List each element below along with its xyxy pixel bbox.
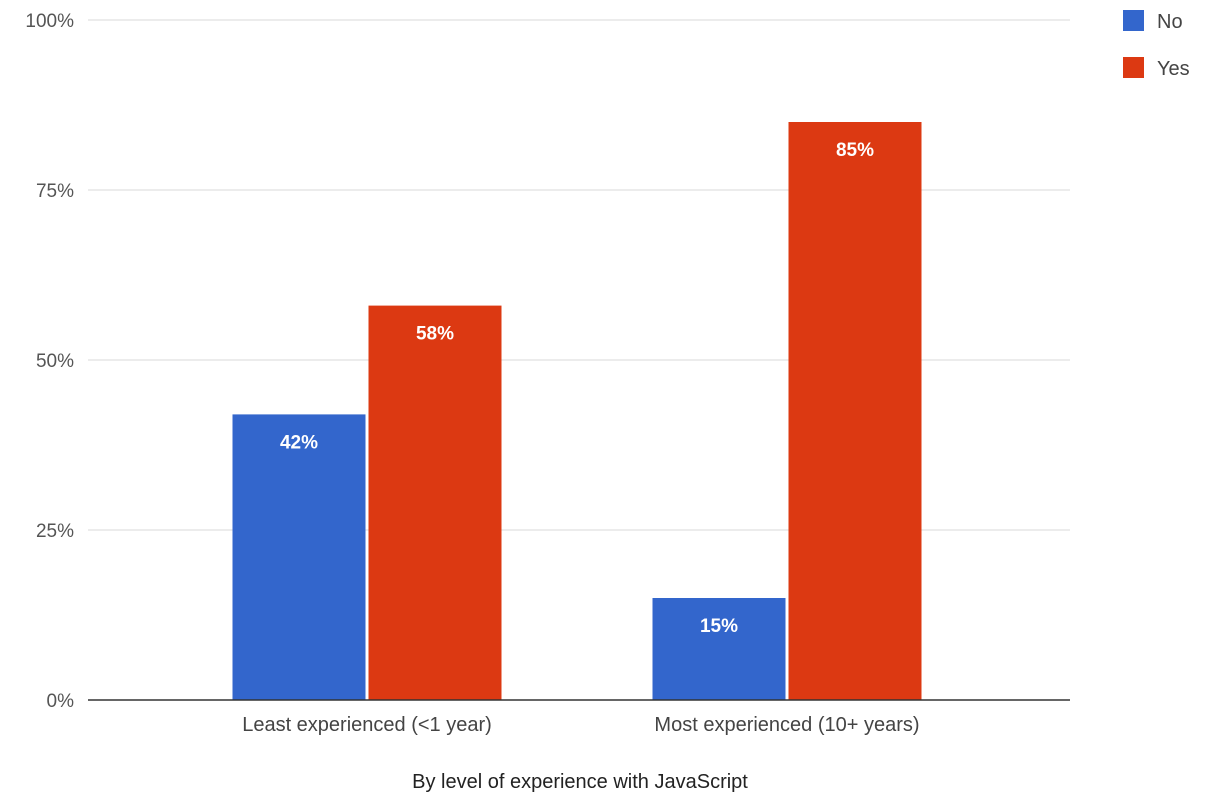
- x-axis-title: By level of experience with JavaScript: [412, 771, 748, 793]
- y-tick-label: 100%: [25, 11, 74, 32]
- category-label: Most experienced (10+ years): [654, 714, 919, 736]
- y-tick-label: 50%: [36, 351, 74, 372]
- y-axis-tick-labels: 0% 25% 50% 75% 100%: [25, 11, 74, 712]
- category-label: Least experienced (<1 year): [242, 714, 492, 736]
- bars: 42% 58% 15% 85%: [232, 122, 922, 700]
- legend-label-no: No: [1157, 11, 1183, 33]
- y-tick-label: 0%: [47, 691, 75, 712]
- legend-label-yes: Yes: [1157, 58, 1190, 80]
- data-label: 42%: [280, 432, 318, 453]
- legend: No Yes: [1123, 10, 1190, 80]
- y-tick-label: 75%: [36, 181, 74, 202]
- data-label: 15%: [700, 616, 738, 637]
- data-label: 58%: [416, 324, 454, 345]
- bar-yes-2: [788, 122, 922, 700]
- bar-yes-1: [368, 305, 502, 700]
- bar-no-2: [652, 598, 786, 700]
- x-axis-category-labels: Least experienced (<1 year) Most experien…: [242, 714, 919, 736]
- y-tick-label: 25%: [36, 521, 74, 542]
- legend-swatch-yes: [1123, 57, 1144, 78]
- legend-swatch-no: [1123, 10, 1144, 31]
- data-label: 85%: [836, 140, 874, 161]
- bar-no-1: [232, 414, 366, 700]
